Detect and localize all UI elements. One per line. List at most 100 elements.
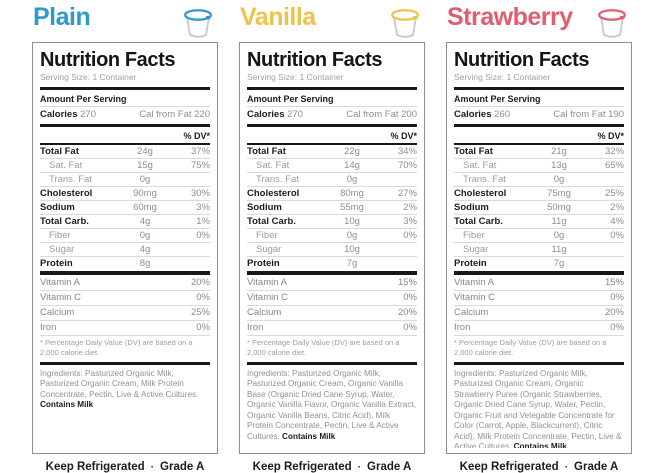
calories-label: Calories xyxy=(40,109,78,120)
contains-allergen: Contains Milk xyxy=(282,431,336,441)
divider xyxy=(247,361,417,365)
vitamin-row: Vitamin A 15% xyxy=(454,277,624,289)
bullet-separator: · xyxy=(564,461,569,473)
vitamin-row: Calcium 25% xyxy=(40,305,210,319)
vitamin-rows: Vitamin A 15% Vitamin C 0% Calcium 20% Iron… xyxy=(454,276,624,335)
keep-refrigerated: Keep Refrigerated xyxy=(459,461,559,473)
nutrient-rows: Total Fat 21g 32% Sat. Fat 13g 65% Trans. Fa… xyxy=(454,145,624,270)
flavor-header: Plain xyxy=(32,3,218,42)
nutrient-row: Total Fat 21g 32% xyxy=(454,145,624,157)
nutrient-row: Trans. Fat 0g xyxy=(247,172,417,186)
nutrition-facts-title: Nutrition Facts xyxy=(454,49,590,71)
serving-size: Serving Size: 1 Container xyxy=(247,72,344,82)
nutrition-facts-panel: Nutrition Facts Serving Size: 1 Containe… xyxy=(239,42,425,454)
nutrient-row: Total Carb. 4g 1% xyxy=(40,214,210,227)
daily-value-header: % DV* xyxy=(454,128,624,146)
calories-row: Calories 270 Cal from Fat 220 xyxy=(40,107,210,123)
calories-label: Calories xyxy=(247,109,285,120)
divider xyxy=(454,124,624,128)
vitamin-row: Iron 0% xyxy=(247,320,417,334)
nutrient-row: Sat. Fat 15g 75% xyxy=(40,158,210,172)
divider xyxy=(40,271,210,276)
vitamin-row: Vitamin C 0% xyxy=(40,290,210,304)
nutrient-row: Total Fat 22g 34% xyxy=(247,145,417,157)
nutrition-facts-title: Nutrition Facts xyxy=(40,49,176,71)
storage-footer: Keep Refrigerated · Grade A xyxy=(446,461,632,473)
nutrient-row: Sodium 55mg 2% xyxy=(247,200,417,213)
amount-per-serving: Amount Per Serving xyxy=(40,91,210,107)
nutrient-row: Protein 8g xyxy=(40,256,210,270)
nutrient-row: Total Carb. 11g 4% xyxy=(454,214,624,227)
calories-row: Calories 260 Cal from Fat 190 xyxy=(454,107,624,123)
serving-size: Serving Size: 1 Container xyxy=(40,72,137,82)
serving-size: Serving Size: 1 Container xyxy=(454,72,551,82)
ingredients: Ingredients: Pasturized Organic Milk, Pa… xyxy=(454,366,624,448)
calories-value: 270 xyxy=(287,109,303,120)
nutrient-row: Cholesterol 90mg 30% xyxy=(40,186,210,199)
bullet-separator: · xyxy=(357,461,362,473)
calories: Calories 260 xyxy=(454,109,510,120)
flavor-title: Plain xyxy=(33,3,91,31)
nutrient-row: Protein 7g xyxy=(247,256,417,270)
yogurt-cup-icon xyxy=(391,9,419,38)
flavor-title: Strawberry xyxy=(447,3,573,31)
vitamin-rows: Vitamin A 20% Vitamin C 0% Calcium 25% Iron… xyxy=(40,276,210,335)
flavor-column-vanilla: Vanilla Nutrition Facts Serving Size: 1 … xyxy=(239,3,425,473)
nutrient-row: Fiber 0g 0% xyxy=(247,228,417,242)
daily-value-header: % DV* xyxy=(247,128,417,146)
grade: Grade A xyxy=(160,461,205,473)
nutrient-row: Total Carb. 10g 3% xyxy=(247,214,417,227)
nutrient-row: Fiber 0g 0% xyxy=(40,228,210,242)
ingredients-text: Ingredients: Pasturized Organic Milk, Pa… xyxy=(40,368,199,399)
flavor-header: Strawberry xyxy=(446,3,632,42)
yogurt-cup-icon xyxy=(184,9,212,38)
nutrient-row: Sugar 11g xyxy=(454,242,624,256)
vitamin-row: Vitamin C 0% xyxy=(247,290,417,304)
nutrient-row: Sat. Fat 13g 65% xyxy=(454,158,624,172)
nutrition-facts-panel: Nutrition Facts Serving Size: 1 Containe… xyxy=(32,42,218,454)
calories-value: 270 xyxy=(80,109,96,120)
divider xyxy=(247,124,417,128)
vitamin-row: Iron 0% xyxy=(454,320,624,334)
ingredients: Ingredients: Pasturized Organic Milk, Pa… xyxy=(40,366,210,448)
vitamin-row: Iron 0% xyxy=(40,320,210,334)
divider xyxy=(454,361,624,365)
keep-refrigerated: Keep Refrigerated xyxy=(45,461,145,473)
flavor-column-plain: Plain Nutrition Facts Serving Size: 1 Co… xyxy=(32,3,218,473)
divider xyxy=(40,124,210,128)
vitamin-row: Calcium 20% xyxy=(454,305,624,319)
calories-value: 260 xyxy=(494,109,510,120)
storage-footer: Keep Refrigerated · Grade A xyxy=(32,461,218,473)
nutrient-row: Total Fat 24g 37% xyxy=(40,145,210,157)
nutrition-facts-panel: Nutrition Facts Serving Size: 1 Containe… xyxy=(446,42,632,454)
ingredients-text: Ingredients: Pasturized Organic Milk, Pa… xyxy=(454,368,622,448)
nutrient-rows: Total Fat 24g 37% Sat. Fat 15g 75% Trans. Fa… xyxy=(40,145,210,270)
contains-allergen: Contains Milk xyxy=(513,442,567,448)
vitamin-row: Vitamin C 0% xyxy=(454,290,624,304)
nutrient-row: Protein 7g xyxy=(454,256,624,270)
nutrient-row: Sugar 10g xyxy=(247,242,417,256)
nutrient-row: Cholesterol 75mg 25% xyxy=(454,186,624,199)
nutrition-facts-title: Nutrition Facts xyxy=(247,49,383,71)
divider xyxy=(454,271,624,276)
calories-label: Calories xyxy=(454,109,492,120)
calories: Calories 270 xyxy=(247,109,303,120)
nutrient-row: Sodium 50mg 2% xyxy=(454,200,624,213)
yogurt-cup-icon xyxy=(598,9,626,38)
keep-refrigerated: Keep Refrigerated xyxy=(252,461,352,473)
cal-from-fat: Cal from Fat 220 xyxy=(139,109,210,120)
divider xyxy=(40,87,210,90)
divider xyxy=(454,87,624,90)
calories: Calories 270 xyxy=(40,109,96,120)
ingredients-text: Ingredients: Pasturized Organic Milk, Pa… xyxy=(247,368,416,441)
vitamin-row: Calcium 20% xyxy=(247,305,417,319)
nutrient-row: Sodium 60mg 3% xyxy=(40,200,210,213)
grade: Grade A xyxy=(574,461,619,473)
flavor-header: Vanilla xyxy=(239,3,425,42)
daily-value-footnote: * Percentage Daily Value (DV) are based … xyxy=(454,335,624,361)
cal-from-fat: Cal from Fat 190 xyxy=(553,109,624,120)
nutrient-row: Sugar 4g xyxy=(40,242,210,256)
nutrient-row: Sat. Fat 14g 70% xyxy=(247,158,417,172)
flavor-column-strawberry: Strawberry Nutrition Facts Serving Size:… xyxy=(446,3,632,473)
